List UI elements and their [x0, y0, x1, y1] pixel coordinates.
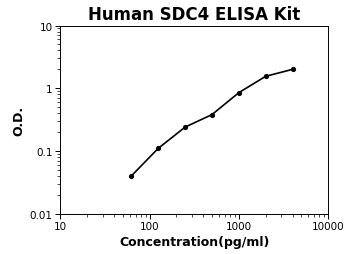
Title: Human SDC4 ELISA Kit: Human SDC4 ELISA Kit — [88, 6, 300, 23]
Point — [128, 174, 134, 178]
Point — [155, 147, 161, 151]
Point — [290, 68, 295, 72]
Point — [236, 91, 242, 95]
Point — [182, 125, 188, 130]
Y-axis label: O.D.: O.D. — [13, 105, 26, 135]
X-axis label: Concentration(pg/ml): Concentration(pg/ml) — [119, 235, 270, 248]
Point — [209, 113, 215, 117]
Point — [263, 75, 268, 79]
